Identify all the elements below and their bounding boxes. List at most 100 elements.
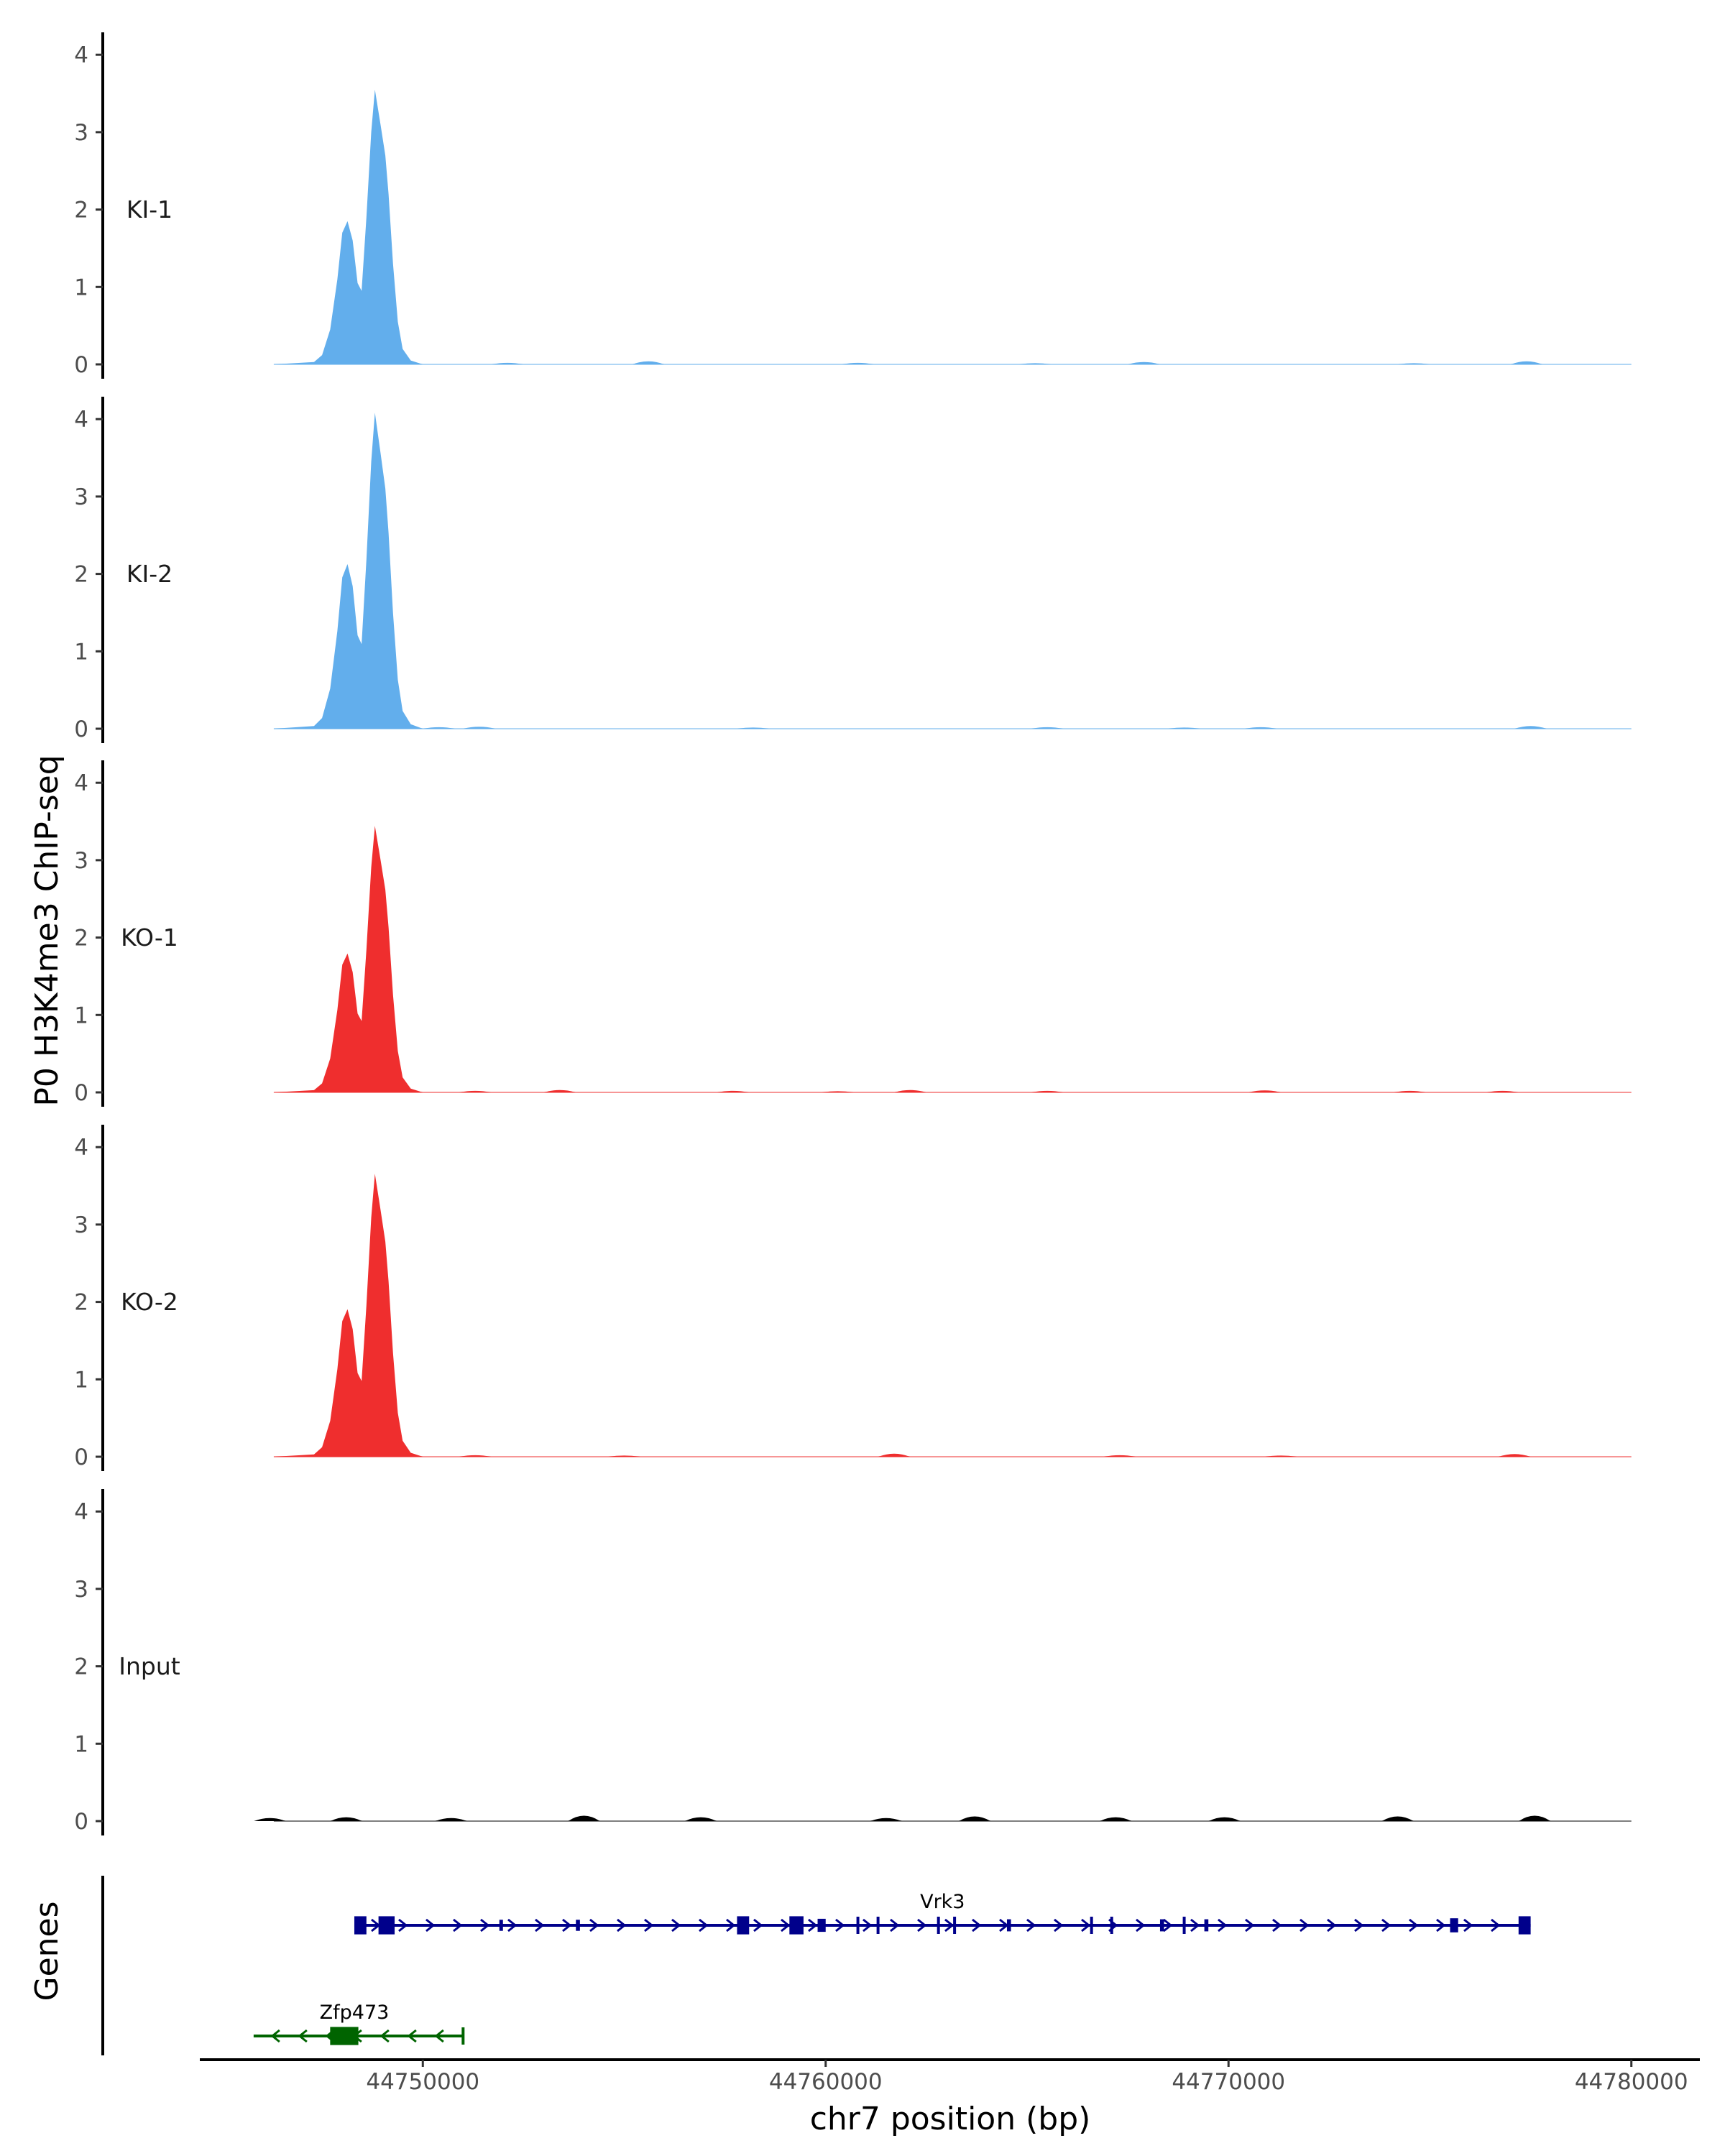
y-tick-label: 0: [74, 717, 88, 742]
track-label: Input: [119, 1652, 180, 1680]
track-ki-2: 0 1 2 3 4 KI-2: [74, 397, 1632, 743]
y-tick-label: 4: [74, 42, 88, 68]
exon-block: [378, 1916, 395, 1935]
track-label: KI-1: [126, 195, 172, 224]
coverage-bump: [435, 1818, 467, 1821]
strand-arrow: [890, 1918, 900, 1932]
y-tick-label: 4: [74, 407, 88, 433]
strand-arrow: [808, 1918, 818, 1932]
coverage-peak: [273, 1174, 423, 1457]
strand-arrow: [426, 1918, 436, 1932]
strand-arrow: [1491, 1918, 1501, 1932]
coverage-bump: [608, 1455, 640, 1457]
strand-arrow: [562, 1918, 572, 1932]
coverage-bump: [1398, 363, 1430, 364]
strand-arrow: [1354, 1918, 1364, 1932]
exon-block: [817, 1918, 826, 1932]
coverage-bump: [568, 1815, 600, 1821]
y-tick-label: 2: [74, 1290, 88, 1316]
coverage-bump: [894, 1089, 926, 1092]
strand-arrow: [453, 1918, 463, 1932]
coverage-bump: [717, 1090, 749, 1092]
exon-block: [1204, 1919, 1209, 1932]
exon-block: [354, 1916, 367, 1935]
track-panels: 0 1 2 3 4 KI-1 0 1 2 3 4 KI-2 0 1 2 3 4 KO-1 0 1 2 3 4 KO-2 0 1 2 3…: [74, 32, 1632, 1835]
strand-arrow: [753, 1918, 763, 1932]
strand-arrow: [1081, 1918, 1091, 1932]
strand-arrow: [835, 1918, 845, 1932]
y-tick-label: 2: [74, 926, 88, 952]
genes-panel: Vrk3 Zfp473: [101, 1876, 1531, 2055]
coverage-bump: [459, 1090, 492, 1092]
strand-arrow: [944, 1918, 954, 1932]
coverage-bump: [737, 727, 769, 729]
coverage-bump: [1265, 1455, 1297, 1457]
track-ko-2: 0 1 2 3 4 KO-2: [74, 1125, 1632, 1471]
strand-arrow: [535, 1918, 545, 1932]
y-tick-label: 1: [74, 1367, 88, 1393]
track-ki-1: 0 1 2 3 4 KI-1: [74, 32, 1632, 379]
exon-block: [1006, 1919, 1011, 1932]
strand-arrow: [589, 1918, 599, 1932]
coverage-bump: [870, 1818, 902, 1821]
coverage-bump: [1100, 1817, 1132, 1821]
y-tick-label: 1: [74, 639, 88, 665]
exon-block: [330, 2027, 359, 2045]
strand-arrow: [407, 2029, 417, 2043]
coverage-bump: [254, 1818, 286, 1821]
y-axis-title: P0 H3K4me3 ChIP-seq: [29, 755, 65, 1106]
strand-arrow: [699, 1918, 709, 1932]
strand-arrow: [726, 1918, 736, 1932]
y-tick-label: 1: [74, 275, 88, 300]
y-tick-label: 3: [74, 120, 88, 146]
coverage-bump: [1128, 361, 1160, 364]
strand-arrow: [298, 2029, 308, 2043]
strand-arrow: [1409, 1918, 1419, 1932]
exon-block: [789, 1916, 804, 1935]
strand-arrow: [507, 1918, 518, 1932]
coverage-peak: [273, 413, 423, 729]
coverage-bump: [1394, 1090, 1426, 1092]
strand-arrow: [1436, 1918, 1446, 1932]
coverage-bump: [423, 727, 455, 729]
strand-arrow: [1272, 1918, 1282, 1932]
strand-arrow: [480, 1918, 490, 1932]
coverage-peak: [273, 826, 423, 1092]
strand-arrow: [1245, 1918, 1255, 1932]
strand-arrow: [1327, 1918, 1337, 1932]
coverage-bump: [878, 1453, 911, 1457]
y-tick-label: 0: [74, 1809, 88, 1835]
coverage-bump: [1031, 1090, 1064, 1092]
strand-arrow: [671, 1918, 681, 1932]
strand-arrow: [862, 1918, 873, 1932]
y-tick-label: 1: [74, 1003, 88, 1028]
coverage-bump: [1031, 727, 1064, 729]
y-tick-label: 4: [74, 770, 88, 796]
x-tick-label: 44780000: [1575, 2069, 1688, 2095]
coverage-bump: [491, 362, 523, 364]
coverage-bump: [1248, 1090, 1281, 1092]
strand-arrow: [434, 2029, 444, 2043]
gene-vrk3: Vrk3: [354, 1891, 1531, 1935]
coverage-bump: [1019, 363, 1052, 364]
genes-axis-title: Genes: [29, 1901, 65, 2001]
strand-arrow: [1190, 1918, 1200, 1932]
coverage-bump: [1519, 1815, 1551, 1821]
exon-block: [1159, 1919, 1164, 1932]
x-tick-label: 44750000: [366, 2069, 479, 2095]
y-tick-label: 3: [74, 848, 88, 874]
strand-arrow: [1026, 1918, 1036, 1932]
coverage-bump: [463, 727, 495, 729]
coverage-bump: [1486, 1090, 1519, 1092]
strand-arrow: [270, 2029, 280, 2043]
track-ko-1: 0 1 2 3 4 KO-1: [74, 760, 1632, 1107]
coverage-bump: [632, 361, 665, 364]
exon-block: [499, 1920, 503, 1931]
exon-block: [737, 1916, 750, 1935]
track-input: 0 1 2 3 4 Input: [74, 1489, 1632, 1835]
strand-arrow: [781, 1918, 791, 1932]
y-tick-label: 0: [74, 1445, 88, 1470]
strand-arrow: [1381, 1918, 1392, 1932]
gene-label: Vrk3: [920, 1891, 965, 1913]
